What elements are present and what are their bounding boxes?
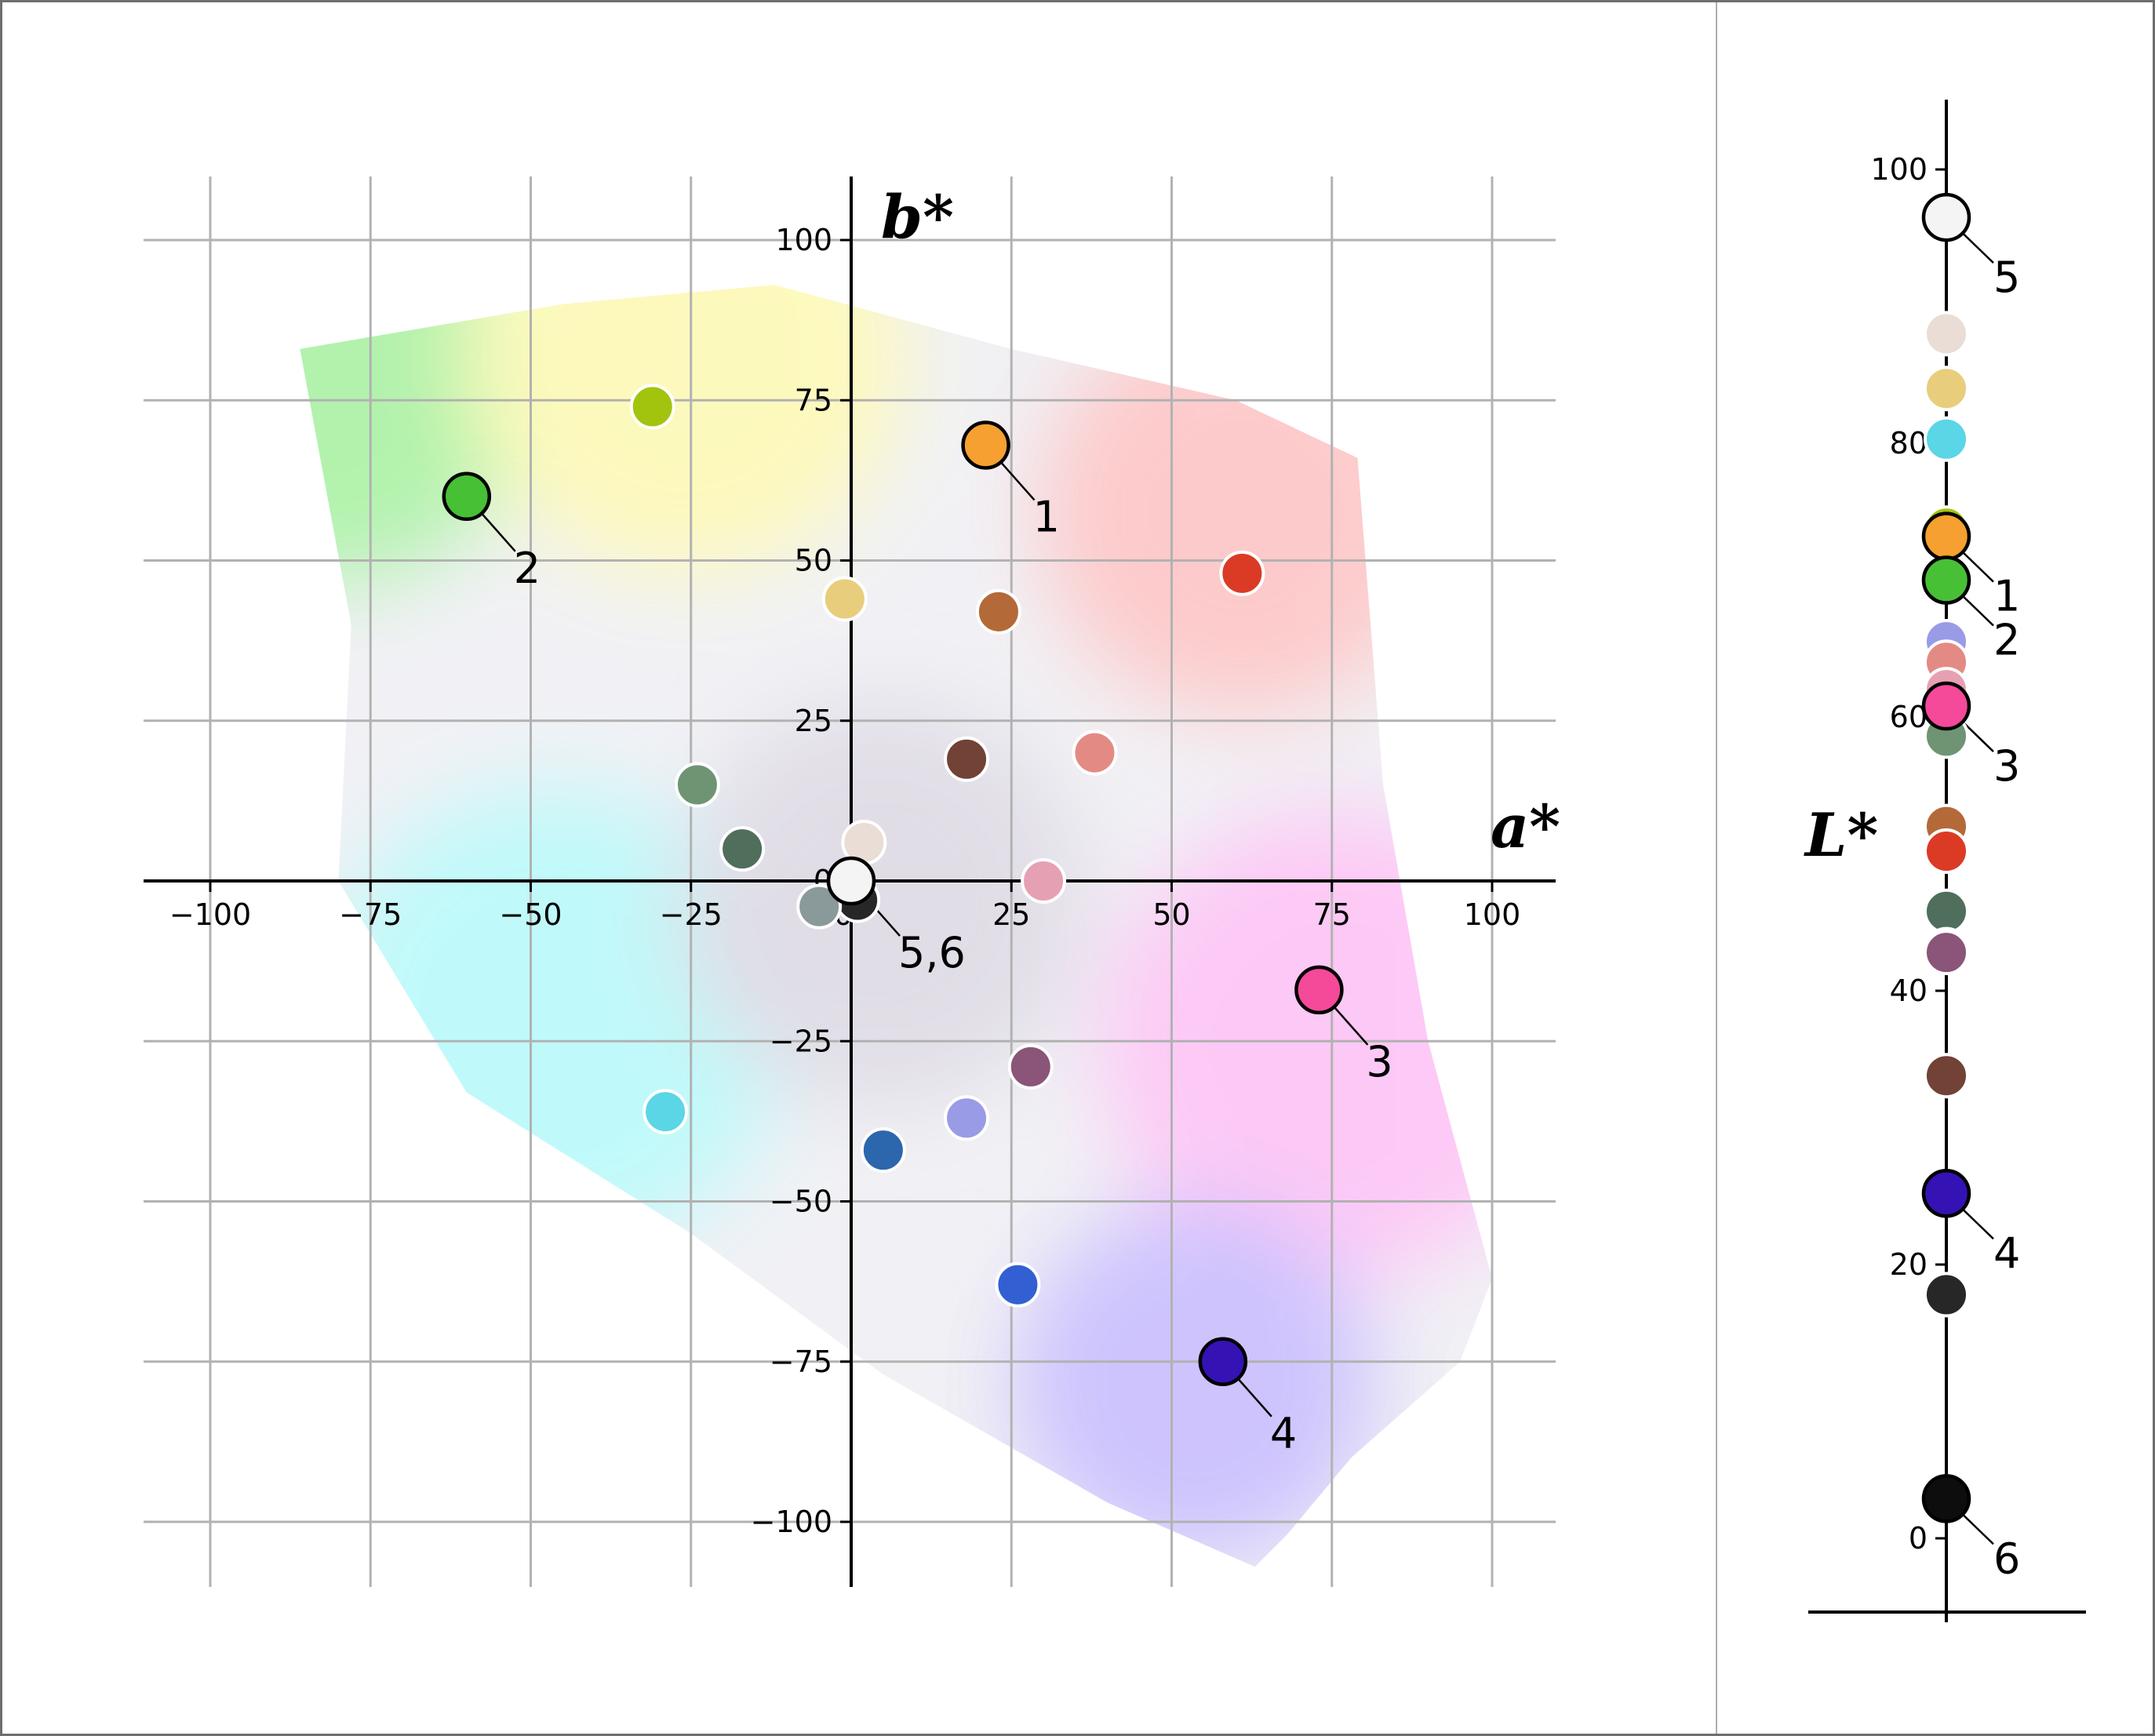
highlighted-point	[442, 471, 492, 522]
x-tick-label: 25	[992, 897, 1030, 932]
highlighted-point	[1294, 965, 1344, 1015]
l-callout-label: 2	[1993, 616, 2020, 665]
highlighted-point	[826, 856, 876, 906]
callout-label: 1	[1033, 492, 1060, 541]
color-point	[629, 384, 675, 430]
l-highlighted-point	[1921, 192, 1971, 242]
l-highlighted-point	[1921, 681, 1971, 731]
callout-label: 4	[1270, 1409, 1297, 1458]
l-color-point	[1924, 930, 1969, 976]
l-axis-label: L*	[1804, 800, 1878, 870]
tick-labels: −100−75−50−250255075100−100−75−50−250255…	[169, 223, 1520, 1539]
x-tick-label: −25	[660, 897, 723, 932]
y-tick-label: 75	[795, 383, 832, 417]
l-callout-label: 3	[1993, 741, 2020, 791]
l-tick-label: 80	[1890, 426, 1927, 460]
l-callout-leader	[1946, 579, 1994, 627]
color-point	[975, 588, 1021, 635]
x-tick-label: 75	[1313, 897, 1351, 932]
color-point	[796, 883, 843, 930]
l-callouts: 5 12 3 4 6	[1946, 217, 2020, 1583]
highlighted-point	[961, 420, 1010, 470]
gamut-blob-grey	[677, 701, 1085, 1108]
callouts: 1 2 5,6 3 4	[465, 444, 1393, 1458]
color-point	[944, 1095, 990, 1141]
l-highlighted-point	[1921, 511, 1971, 561]
l-color-point	[1924, 1272, 1969, 1318]
color-point	[1021, 858, 1067, 904]
callout-label: 5,6	[898, 928, 966, 977]
a-axis-label: a*	[1491, 792, 1560, 861]
l-color-point	[1924, 888, 1969, 934]
l-color-point	[1924, 505, 1969, 551]
l-data-points	[1921, 192, 1971, 1523]
l-color-point	[1924, 639, 1969, 686]
color-point	[860, 1127, 906, 1174]
l-highlighted-point	[1921, 1169, 1971, 1218]
ab-chart: −100−75−50−250255075100−100−75−50−250255…	[144, 177, 1560, 1587]
l-callout-leader	[1946, 535, 1994, 583]
gamut-blob-yellow	[465, 285, 905, 575]
l-color-point	[1924, 803, 1969, 850]
color-point	[944, 736, 990, 782]
data-points	[442, 384, 1344, 1386]
l-tick-label: 100	[1870, 152, 1927, 187]
l-tick-label: 40	[1890, 974, 1927, 1008]
color-point	[821, 576, 868, 622]
l-tick-label: 60	[1890, 700, 1927, 734]
x-tick-label: 50	[1152, 897, 1190, 932]
y-tick-label: 100	[775, 223, 832, 257]
highlighted-point	[1198, 1337, 1248, 1386]
l-callout-leader	[1946, 1192, 1994, 1240]
l-tick-label: 20	[1890, 1247, 1927, 1282]
l-color-point	[1924, 926, 1969, 973]
l-callout-leader	[1946, 217, 1994, 264]
panel-divider	[1716, 2, 1717, 1734]
y-tick-label: −100	[751, 1505, 832, 1539]
x-tick-label: −75	[339, 897, 402, 932]
y-tick-label: 50	[795, 544, 832, 578]
gamut-blob-blue	[1014, 1203, 1375, 1563]
y-tick-label: −75	[770, 1345, 832, 1379]
color-point	[995, 1261, 1041, 1308]
l-color-point	[1924, 416, 1969, 462]
l-callout-label: 4	[1993, 1228, 2020, 1278]
l-tick-label: 0	[1909, 1521, 1927, 1556]
x-tick-label: 100	[1464, 897, 1521, 932]
l-color-point	[1924, 713, 1969, 759]
callout-label: 2	[514, 544, 541, 593]
x-tick-label: −50	[499, 897, 562, 932]
color-point	[719, 826, 766, 872]
l-tick-labels: 0 20 40 60 80 100	[1870, 152, 1946, 1556]
l-callout-label: 5	[1993, 253, 2020, 302]
color-point	[1072, 730, 1118, 776]
l-callout-leader	[1946, 705, 1994, 752]
l-color-point	[1924, 1053, 1969, 1099]
color-point	[1007, 1043, 1054, 1090]
l-color-point	[1924, 366, 1969, 412]
l-color-point	[1924, 667, 1969, 713]
l-color-point	[1924, 619, 1969, 665]
gamut-blob-green	[300, 285, 536, 583]
y-tick-label: −50	[770, 1185, 832, 1219]
l-callout-label: 6	[1993, 1534, 2020, 1583]
l-axes	[1808, 100, 2086, 1622]
y-tick-label: 25	[795, 704, 832, 738]
l-callout-leader	[1946, 1498, 1994, 1545]
b-axis-label: b*	[881, 182, 954, 252]
l-highlighted-point	[1921, 555, 1971, 605]
color-point	[674, 762, 720, 808]
color-point	[642, 1089, 689, 1135]
l-highlighted-point	[1921, 1474, 1971, 1523]
callout-label: 3	[1366, 1037, 1392, 1086]
l-color-point	[1924, 311, 1969, 357]
l-callout-label: 1	[1993, 572, 2020, 621]
y-tick-label: −25	[770, 1024, 832, 1058]
l-color-point	[1924, 828, 1969, 875]
gamut-background	[300, 285, 1492, 1567]
color-point	[1219, 550, 1265, 596]
gamut-blob-red	[1038, 308, 1446, 716]
x-tick-label: −100	[169, 897, 251, 932]
